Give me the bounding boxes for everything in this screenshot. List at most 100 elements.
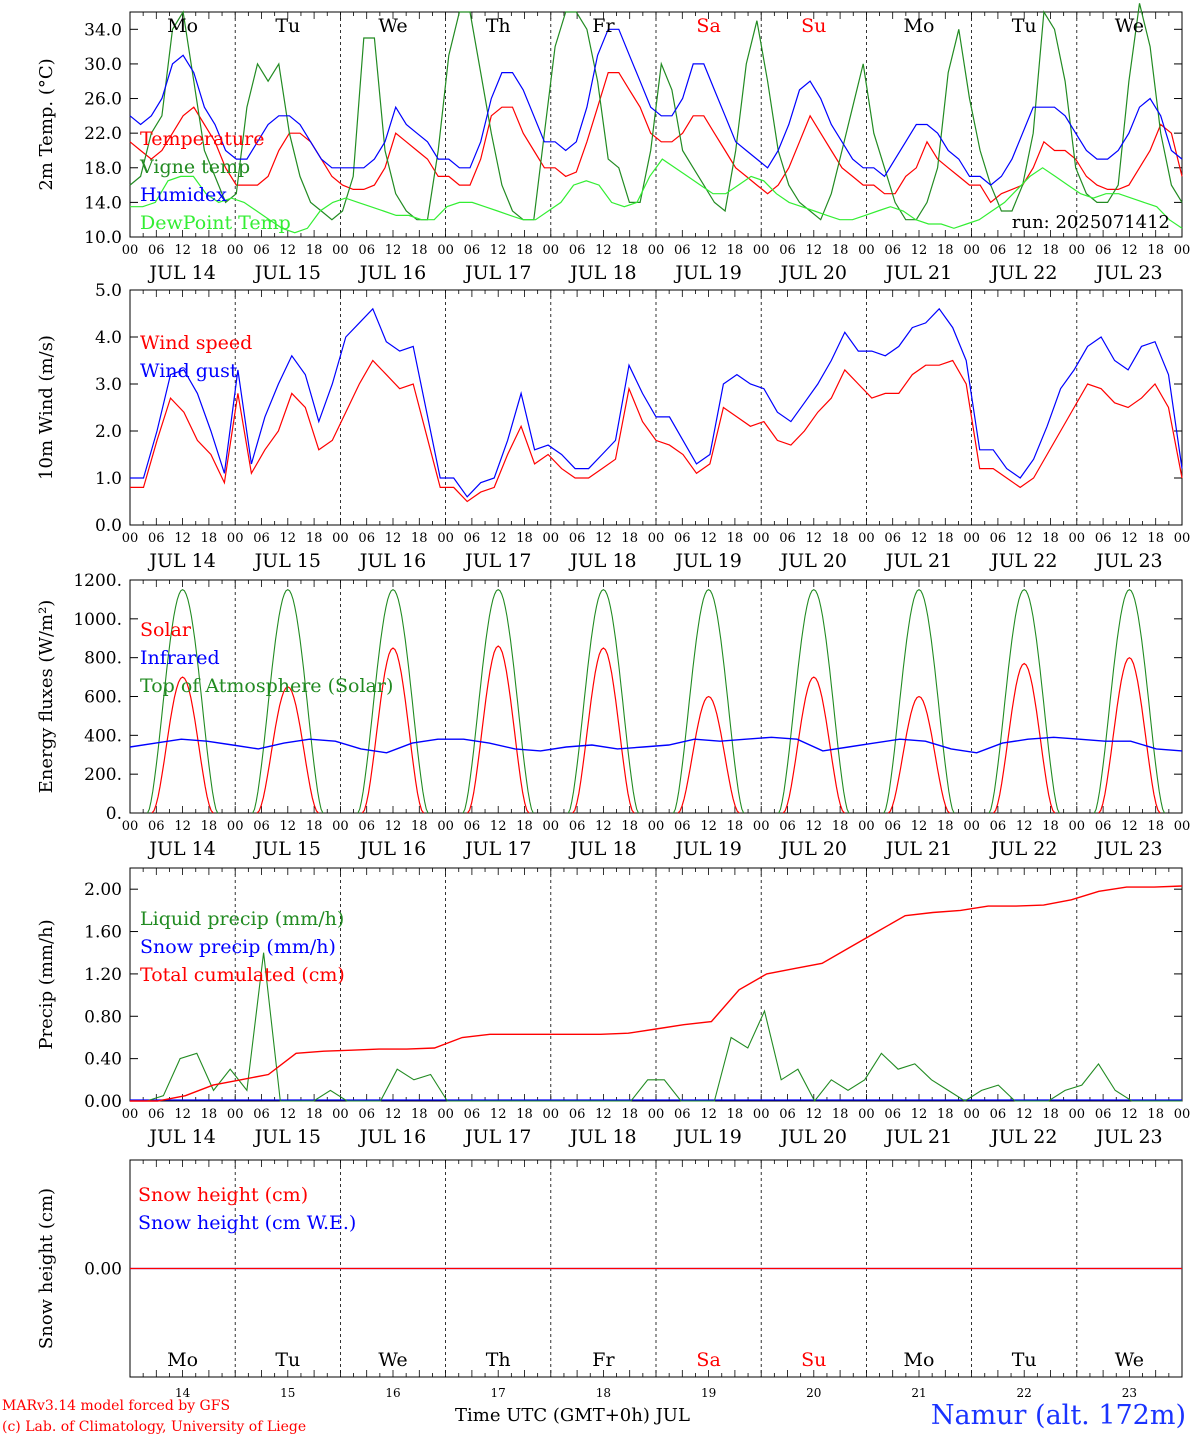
day-label: JUL 16 xyxy=(358,262,426,284)
hour-tick-label: 12 xyxy=(174,1107,191,1122)
legend-entry: Total cumulated (cm) xyxy=(140,964,345,986)
day-number-label: 21 xyxy=(911,1386,926,1400)
day-number-label: 19 xyxy=(701,1386,716,1400)
day-label: JUL 21 xyxy=(884,1126,952,1148)
hour-tick-label: 12 xyxy=(806,243,823,258)
legend-entry: Liquid precip (mm/h) xyxy=(140,908,344,930)
hour-tick-label: 06 xyxy=(253,819,270,834)
hour-tick-label: 06 xyxy=(253,531,270,546)
hour-tick-label: 12 xyxy=(806,819,823,834)
hour-tick-label: 12 xyxy=(1016,1107,1033,1122)
y-tick-label: 34.0 xyxy=(84,20,122,40)
hour-tick-label: 06 xyxy=(569,819,586,834)
day-number-label: 20 xyxy=(806,1386,821,1400)
hour-tick-label: 00 xyxy=(1069,531,1086,546)
weekday-label: Fr xyxy=(592,1349,615,1371)
hour-tick-label: 06 xyxy=(148,1107,165,1122)
hour-tick-label: 00 xyxy=(648,819,665,834)
day-label: JUL 18 xyxy=(568,838,636,860)
hour-tick-label: 06 xyxy=(990,531,1007,546)
y-tick-label: 0.00 xyxy=(84,1260,122,1280)
series-line xyxy=(129,72,1183,204)
y-tick-label: 1200. xyxy=(73,571,122,591)
hour-tick-label: 18 xyxy=(727,1107,744,1122)
hour-tick-label: 18 xyxy=(201,819,218,834)
hour-tick-label: 12 xyxy=(1121,819,1138,834)
y-tick-label: 4.0 xyxy=(95,328,122,348)
hour-tick-label: 12 xyxy=(595,531,612,546)
series-line xyxy=(130,359,1183,503)
hour-tick-label: 00 xyxy=(858,1107,875,1122)
hour-tick-label: 00 xyxy=(543,531,560,546)
hour-tick-label: 18 xyxy=(306,531,323,546)
hour-tick-label: 18 xyxy=(516,243,533,258)
hour-tick-label: 00 xyxy=(543,243,560,258)
hour-tick-label: 18 xyxy=(411,243,428,258)
hour-tick-label: 06 xyxy=(884,819,901,834)
hour-tick-label: 00 xyxy=(753,819,770,834)
hour-tick-label: 00 xyxy=(543,1107,560,1122)
hour-tick-label: 12 xyxy=(385,819,402,834)
series-line xyxy=(130,885,1183,1102)
hour-tick-label: 06 xyxy=(674,243,691,258)
weekday-label: We xyxy=(1115,1349,1144,1371)
series-line xyxy=(147,589,1165,814)
hour-tick-label: 12 xyxy=(700,243,717,258)
y-tick-label: 5.0 xyxy=(95,281,122,301)
model-credit: MARv3.14 model forced by GFS xyxy=(2,1398,231,1414)
hour-tick-label: 18 xyxy=(516,531,533,546)
hour-tick-label: 06 xyxy=(148,531,165,546)
hour-tick-label: 00 xyxy=(858,531,875,546)
series-line xyxy=(130,158,1183,234)
legend-entry: Solar xyxy=(140,619,192,641)
hour-tick-label: 00 xyxy=(1069,243,1086,258)
hour-tick-label: 18 xyxy=(1042,243,1059,258)
y-tick-label: 1.60 xyxy=(84,923,122,943)
hour-tick-label: 12 xyxy=(385,1107,402,1122)
series-line xyxy=(130,952,1182,1103)
day-label: JUL 20 xyxy=(779,550,847,572)
hour-tick-label: 18 xyxy=(1042,531,1059,546)
day-label: JUL 22 xyxy=(989,550,1057,572)
legend-entry: Snow height (cm W.E.) xyxy=(138,1212,356,1234)
day-label: JUL 15 xyxy=(253,1126,321,1148)
hour-tick-label: 06 xyxy=(990,243,1007,258)
legend-entry: Humidex xyxy=(140,184,227,206)
weekday-label: Tu xyxy=(275,1349,300,1371)
hour-tick-label: 00 xyxy=(437,531,454,546)
hour-tick-label: 06 xyxy=(253,243,270,258)
y-tick-label: 800. xyxy=(84,649,122,669)
hour-tick-label: 00 xyxy=(122,1107,139,1122)
day-label: JUL 17 xyxy=(463,550,531,572)
hour-tick-label: 12 xyxy=(1121,243,1138,258)
hour-tick-label: 12 xyxy=(490,531,507,546)
hour-tick-label: 06 xyxy=(358,243,375,258)
day-label: JUL 20 xyxy=(779,838,847,860)
day-label: JUL 23 xyxy=(1094,550,1162,572)
hour-tick-label: 06 xyxy=(148,243,165,258)
hour-tick-label: 06 xyxy=(464,531,481,546)
day-label: JUL 18 xyxy=(568,262,636,284)
day-label: JUL 15 xyxy=(253,262,321,284)
series-line xyxy=(129,28,1183,186)
y-tick-label: 26.0 xyxy=(84,90,122,110)
y-tick-label: 3.0 xyxy=(95,375,122,395)
hour-tick-label: 18 xyxy=(621,819,638,834)
hour-tick-label: 12 xyxy=(280,531,297,546)
weekday-label: We xyxy=(1115,15,1144,37)
hour-tick-label: 00 xyxy=(648,243,665,258)
y-tick-label: 0.40 xyxy=(84,1050,122,1070)
day-label: JUL 16 xyxy=(358,550,426,572)
hour-tick-label: 18 xyxy=(937,243,954,258)
hour-tick-label: 18 xyxy=(621,1107,638,1122)
hour-tick-label: 06 xyxy=(464,243,481,258)
hour-tick-label: 12 xyxy=(806,531,823,546)
hour-tick-label: 12 xyxy=(174,819,191,834)
weekday-label: Su xyxy=(801,15,826,37)
day-label: JUL 18 xyxy=(568,1126,636,1148)
hour-tick-label: 06 xyxy=(884,531,901,546)
hour-tick-label: 06 xyxy=(1095,819,1112,834)
hour-tick-label: 18 xyxy=(516,1107,533,1122)
hour-tick-label: 18 xyxy=(1147,819,1164,834)
hour-tick-label: 00 xyxy=(122,819,139,834)
